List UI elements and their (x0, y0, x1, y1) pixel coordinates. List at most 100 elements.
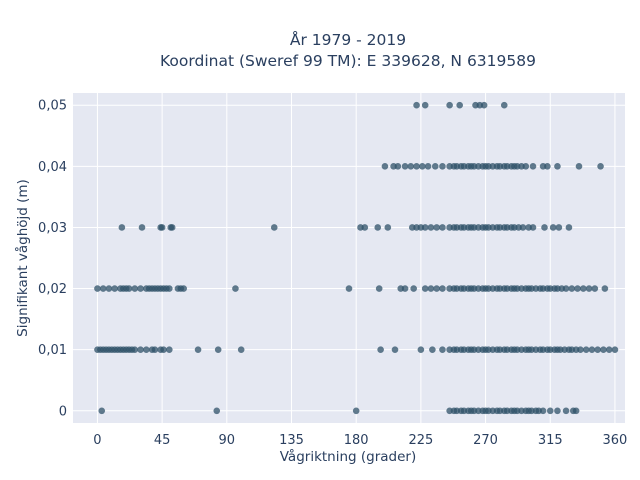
data-point (572, 407, 580, 415)
data-point (168, 224, 176, 231)
y-tick-label: 0,01 (38, 343, 67, 358)
y-axis-title: Signifikant våghöjd (m) (14, 179, 31, 337)
data-point (600, 346, 607, 353)
data-point (421, 101, 429, 109)
data-point (529, 224, 537, 231)
x-tick-label: 135 (279, 433, 304, 448)
data-point (98, 407, 106, 415)
data-point (529, 163, 537, 170)
data-point (391, 346, 399, 353)
data-point (594, 346, 601, 353)
data-point (577, 346, 584, 353)
data-point (361, 224, 369, 231)
data-point (384, 224, 392, 231)
data-point (539, 407, 547, 415)
x-axis-ticks: 0 45 90 135 180 225 270 315 360 (93, 433, 627, 448)
data-point (439, 224, 446, 231)
data-point (105, 285, 113, 292)
data-point (554, 163, 561, 170)
data-point (111, 285, 118, 292)
data-point (575, 163, 583, 170)
data-point (237, 346, 245, 353)
data-point (151, 346, 159, 353)
data-point (125, 285, 133, 292)
data-point (480, 101, 488, 109)
data-point (433, 285, 440, 292)
data-point (591, 285, 599, 292)
data-point (565, 224, 573, 231)
data-point (500, 101, 508, 109)
data-point (562, 407, 570, 415)
data-point (352, 407, 360, 415)
data-point (374, 224, 382, 231)
data-point (138, 224, 146, 231)
data-point (413, 101, 420, 109)
data-points (94, 101, 619, 415)
x-axis-title: Vågriktning (grader) (280, 448, 417, 465)
data-point (429, 346, 436, 353)
y-tick-label: 0 (59, 404, 67, 419)
data-point (446, 101, 453, 109)
data-point (166, 285, 173, 292)
data-point (546, 407, 554, 415)
data-point (345, 285, 353, 292)
x-tick-label: 315 (538, 433, 563, 448)
y-tick-label: 0,02 (38, 282, 67, 297)
data-point (94, 285, 101, 292)
data-point (401, 163, 409, 170)
data-point (439, 163, 446, 170)
data-point (131, 285, 139, 292)
chart-title: År 1979 - 2019 (290, 30, 406, 49)
data-point (158, 224, 166, 231)
data-point (413, 163, 420, 170)
data-point (601, 285, 609, 292)
data-point (401, 285, 409, 292)
data-point (180, 285, 187, 292)
data-point (375, 285, 383, 292)
x-tick-label: 180 (344, 433, 369, 448)
data-point (424, 163, 432, 170)
data-point (456, 101, 463, 109)
plot-area (73, 93, 625, 423)
data-point (381, 163, 389, 170)
data-point (131, 346, 139, 353)
data-point (574, 285, 581, 292)
data-point (214, 346, 222, 353)
data-point (541, 224, 548, 231)
x-tick-label: 90 (219, 433, 236, 448)
data-point (118, 224, 126, 231)
data-point (555, 224, 563, 231)
y-tick-label: 0,05 (38, 99, 67, 114)
y-axis-ticks: 0 0,01 0,02 0,03 0,04 0,05 (38, 99, 67, 420)
x-tick-label: 225 (408, 433, 433, 448)
data-point (270, 224, 278, 231)
data-point (580, 285, 587, 292)
data-point (427, 224, 435, 231)
data-point (377, 346, 384, 353)
y-tick-label: 0,03 (38, 221, 67, 236)
chart-subtitle: Koordinat (Sweref 99 TM): E 339628, N 63… (160, 52, 536, 70)
data-point (522, 163, 530, 170)
x-tick-label: 0 (93, 433, 101, 448)
data-point (439, 346, 446, 353)
data-point (421, 224, 429, 231)
x-tick-label: 45 (154, 433, 171, 448)
x-tick-label: 270 (473, 433, 498, 448)
data-point (410, 285, 417, 292)
data-point (568, 285, 576, 292)
data-point (611, 346, 619, 353)
data-point (562, 285, 570, 292)
data-point (143, 346, 150, 353)
data-point (549, 224, 557, 231)
data-point (160, 346, 167, 353)
data-point (407, 163, 415, 170)
data-point (421, 285, 429, 292)
data-point (417, 346, 425, 353)
data-point (137, 285, 144, 292)
data-point (137, 346, 144, 353)
data-point (232, 285, 239, 292)
data-point (585, 285, 593, 292)
data-point (433, 224, 440, 231)
data-point (427, 285, 435, 292)
